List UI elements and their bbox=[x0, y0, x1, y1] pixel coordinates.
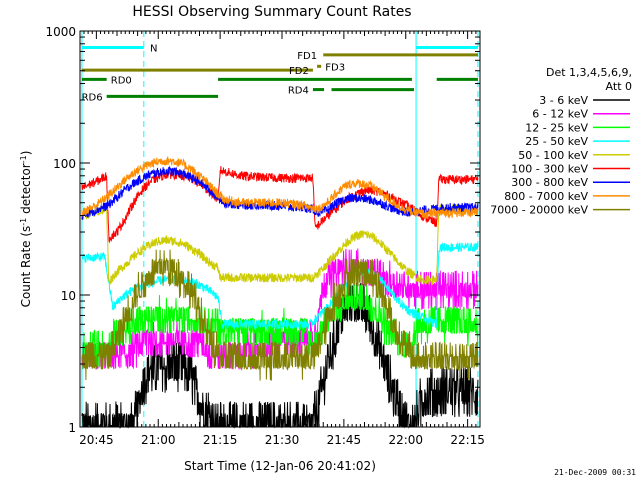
y-axis-label: Count Rate (s-1 detector-1) bbox=[19, 151, 34, 308]
y-axis-label-mid: detector bbox=[19, 163, 33, 218]
legend-label-3-6-kev: 3 - 6 keV bbox=[539, 94, 588, 107]
legend-label-100-300-kev: 100 - 300 keV bbox=[511, 163, 588, 176]
flag-label-rd6: RD6 bbox=[82, 92, 103, 103]
y-axis-label-sup1: -1 bbox=[19, 218, 28, 226]
y-tick-label-3: 1000 bbox=[45, 25, 76, 39]
x-tick-label-1: 21:00 bbox=[141, 433, 176, 447]
x-tick-label-4: 21:45 bbox=[327, 433, 362, 447]
flag-label-fd2: FD2 bbox=[289, 66, 309, 77]
legend-label-25-50-kev: 25 - 50 keV bbox=[525, 135, 588, 148]
y-tick-label-2: 100 bbox=[53, 157, 76, 171]
x-axis-label: Start Time (12-Jan-06 20:41:02) bbox=[184, 459, 376, 473]
footer-date: 21-Dec-2009 00:31 bbox=[554, 468, 636, 477]
flag-bars: N FD1 FD2 FD3 RD0 RD4 RD6 bbox=[82, 43, 478, 103]
legend-header-2: Att 0 bbox=[606, 80, 632, 93]
series-line-800-7000-kev bbox=[81, 156, 479, 220]
chart-title: HESSI Observing Summary Count Rates bbox=[132, 4, 411, 20]
x-tick-label-0: 20:45 bbox=[79, 433, 114, 447]
y-axis-label-sup2: -1 bbox=[19, 155, 28, 163]
flag-label-rd0: RD0 bbox=[111, 75, 132, 86]
y-axis-ticks: 1 10 100 1000 bbox=[45, 25, 480, 435]
y-tick-label-1: 10 bbox=[61, 289, 76, 303]
x-tick-label-6: 22:15 bbox=[450, 433, 485, 447]
series-line-50-100-kev bbox=[81, 202, 479, 286]
legend-label-6-12-kev: 6 - 12 keV bbox=[532, 108, 588, 121]
x-tick-label-5: 22:00 bbox=[388, 433, 423, 447]
flag-label-rd4: RD4 bbox=[288, 86, 309, 97]
y-axis-label-end: ) bbox=[19, 151, 33, 156]
legend-label-300-800-kev: 300 - 800 keV bbox=[511, 176, 588, 189]
y-tick-label-0: 1 bbox=[68, 421, 76, 435]
legend-header-1: Det 1,3,4,5,6,9, bbox=[546, 66, 632, 79]
legend-label-800-7000-kev: 800 - 7000 keV bbox=[504, 190, 588, 203]
plot-frame bbox=[79, 30, 481, 428]
flag-label-fd1: FD1 bbox=[297, 51, 317, 62]
legend-label-7000-20000-kev: 7000 - 20000 keV bbox=[490, 204, 588, 217]
x-axis-ticks: 20:45 21:00 21:15 21:30 21:45 22:00 22:15 bbox=[79, 31, 485, 447]
flag-label-n: N bbox=[150, 43, 157, 54]
flag-label-fd3: FD3 bbox=[325, 62, 345, 73]
x-tick-label-2: 21:15 bbox=[203, 433, 238, 447]
legend-label-12-25-kev: 12 - 25 keV bbox=[525, 121, 588, 134]
series-line-100-300-kev bbox=[81, 166, 479, 244]
x-tick-label-3: 21:30 bbox=[265, 433, 300, 447]
series-line-7000-20000-kev bbox=[81, 249, 479, 381]
legend-label-50-100-kev: 50 - 100 keV bbox=[518, 149, 588, 162]
y-axis-label-main: Count Rate (s bbox=[19, 226, 33, 308]
series-layer bbox=[81, 156, 479, 429]
